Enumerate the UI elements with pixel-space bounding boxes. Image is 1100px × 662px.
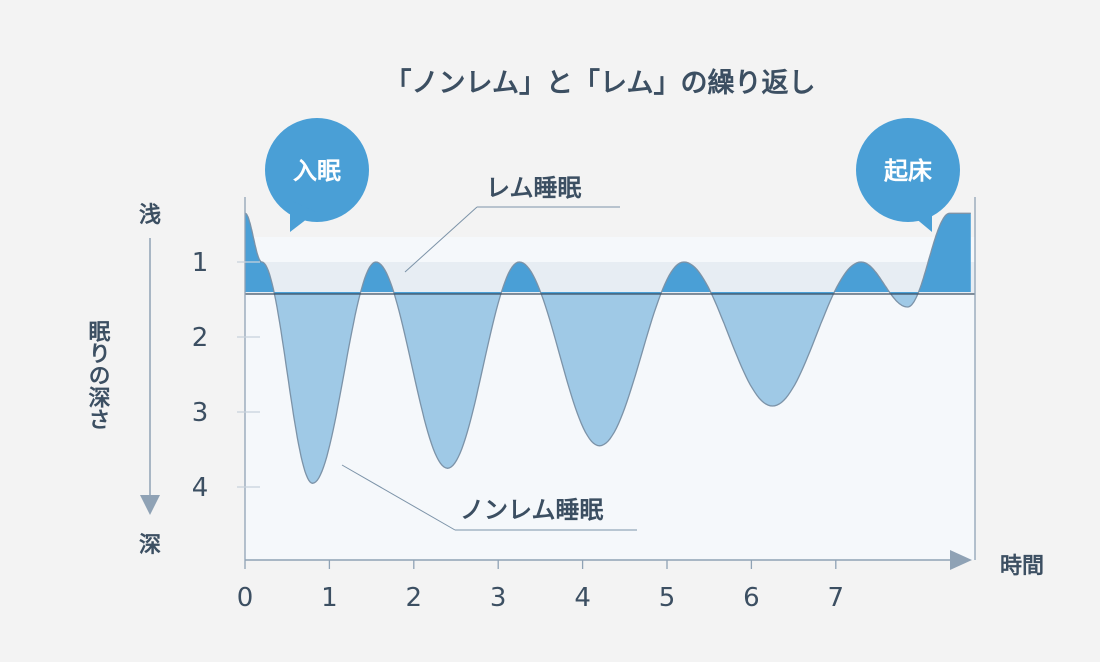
y-bottom-label: 深 [139, 533, 161, 558]
depth-arrow-icon [140, 495, 160, 515]
wake-up-bubble-circle [856, 118, 960, 222]
y-tick-group: 1 2 3 4 [192, 248, 260, 503]
x-tick-label: 5 [659, 583, 676, 613]
x-tick-label: 0 [237, 583, 254, 613]
x-axis-arrow-icon [950, 550, 972, 570]
sleep-onset-bubble: 入眠 [265, 118, 369, 232]
x-axis-label: 時間 [1000, 554, 1044, 579]
sleep-depth-line [245, 212, 971, 484]
x-tick-label: 7 [828, 583, 845, 613]
nonrem-annotation: ノンレム睡眠 [460, 496, 604, 524]
wake-up-bubble-tail [908, 200, 932, 232]
y-top-label: 浅 [139, 203, 161, 228]
nonrem-leader-line [341, 464, 456, 531]
wake-up-bubble: 起床 [856, 118, 960, 232]
x-tick-group: 0 1 2 3 4 5 6 7 [237, 560, 844, 613]
sleep-onset-label: 入眠 [293, 157, 341, 185]
chart-title: 「ノンレム」と「レム」の繰り返し [385, 67, 816, 99]
y-tick-label: 1 [192, 248, 209, 278]
sleep-onset-bubble-tail [290, 200, 316, 232]
x-tick-label: 1 [321, 583, 338, 613]
rem-leader-line [404, 206, 478, 273]
y-tick-label: 3 [192, 398, 209, 428]
x-tick-label: 3 [490, 583, 507, 613]
y-tick-label: 4 [192, 473, 209, 503]
y-tick-label: 2 [192, 323, 209, 353]
rem-annotation: レム睡眠 [486, 174, 582, 202]
wake-up-label: 起床 [883, 157, 932, 185]
x-tick-label: 6 [743, 583, 760, 613]
sleep-onset-bubble-circle [265, 118, 369, 222]
nonrem-area [274, 294, 918, 484]
y-axis-label: 眠りの深さ [85, 320, 111, 430]
x-tick-label: 4 [574, 583, 591, 613]
x-tick-label: 2 [406, 583, 423, 613]
